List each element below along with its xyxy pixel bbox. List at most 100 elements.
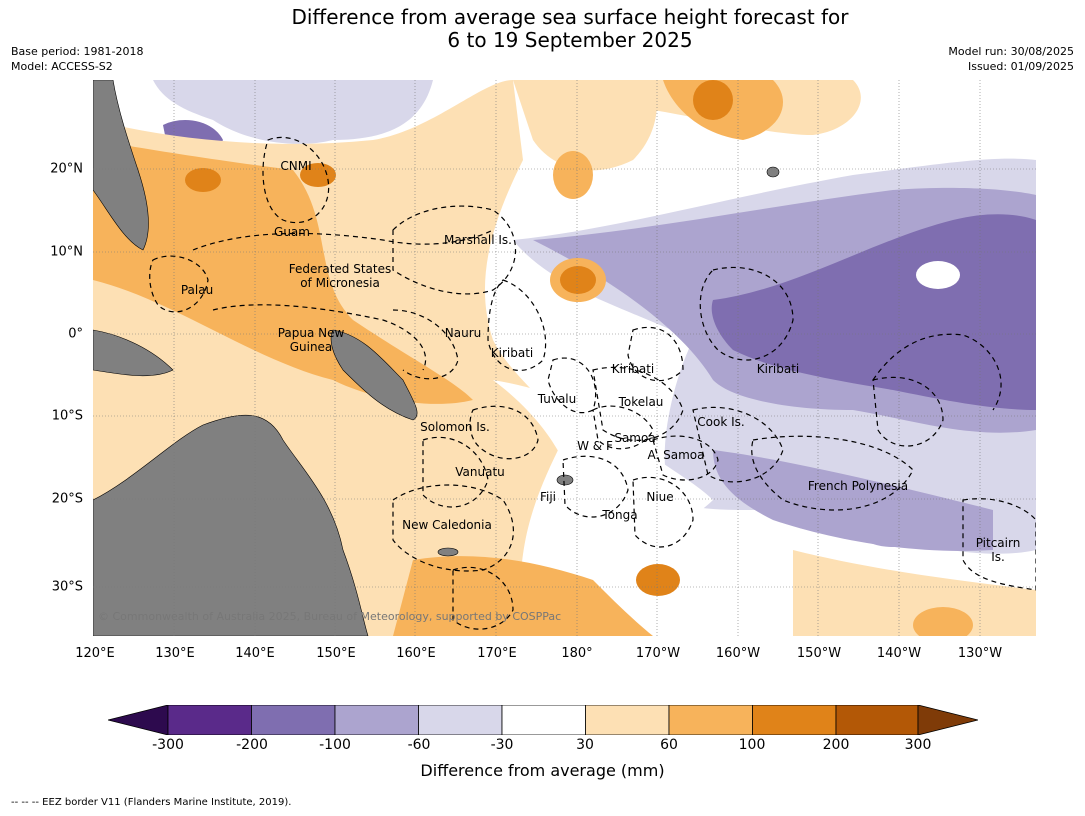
colorbar-bin-5 bbox=[501, 705, 586, 735]
anomaly-white-patch bbox=[916, 261, 960, 289]
region-label-palau: Palau bbox=[180, 283, 214, 297]
anomaly-band-purple-dark bbox=[711, 214, 1036, 410]
region-label-cook: Cook Is. bbox=[697, 415, 745, 429]
meta-left: Base period: 1981-2018 Model: ACCESS-S2 bbox=[11, 44, 143, 74]
map-title: Difference from average sea surface heig… bbox=[0, 6, 1085, 52]
colorbar-bin-1 bbox=[167, 705, 252, 735]
lat-label-10n: 10°N bbox=[50, 244, 83, 260]
colorbar-tick-200: 200 bbox=[822, 737, 850, 753]
lon-label-170w: 170°W bbox=[635, 646, 681, 661]
colorbar bbox=[108, 705, 978, 735]
map-panel: © Commonwealth of Australia 2025, Bureau… bbox=[93, 80, 1036, 636]
anomaly-band-purple-mid-2 bbox=[713, 450, 993, 551]
colorbar-tick-300: 300 bbox=[904, 737, 932, 753]
colorbar-bin-8 bbox=[752, 705, 837, 735]
region-label-cnmi: CNMI bbox=[280, 159, 312, 173]
copyright-notice: © Commonwealth of Australia 2025, Bureau… bbox=[98, 610, 562, 623]
region-label-fsm: Federated States of Micronesia bbox=[288, 262, 392, 290]
eez-footnote: -- -- -- EEZ border V11 (Flanders Marine… bbox=[11, 797, 292, 808]
region-label-guam: Guam bbox=[274, 225, 310, 239]
anomaly-spot-orange-5 bbox=[185, 168, 221, 192]
colorbar-tick-30: 30 bbox=[576, 737, 594, 753]
lon-label-150e: 150°E bbox=[316, 646, 356, 661]
anomaly-band-orange-light-2 bbox=[513, 80, 657, 171]
region-label-french-polynesia: French Polynesia bbox=[807, 479, 909, 493]
colorbar-bin-6 bbox=[585, 705, 670, 735]
title-line2: 6 to 19 September 2025 bbox=[447, 28, 693, 52]
map-canvas bbox=[93, 80, 1036, 636]
philippines-landmass bbox=[93, 80, 149, 251]
anomaly-spot-orange-2 bbox=[560, 266, 596, 294]
eez-borders bbox=[149, 136, 1036, 630]
colorbar-tick-60: 60 bbox=[660, 737, 678, 753]
region-label-kiribati-east: Kiribati bbox=[756, 362, 800, 376]
lon-label-140e: 140°E bbox=[235, 646, 275, 661]
lon-label-120e: 120°E bbox=[75, 646, 115, 661]
anomaly-spot-orange-8 bbox=[913, 607, 973, 636]
region-label-marshall: Marshall Is. bbox=[444, 233, 512, 247]
hawaii-land bbox=[766, 166, 780, 178]
australia-landmass bbox=[93, 414, 369, 636]
colorbar-tick-neg60: -60 bbox=[407, 737, 431, 753]
lon-label-130e: 130°E bbox=[155, 646, 195, 661]
region-label-tonga: Tonga bbox=[602, 508, 638, 522]
lon-label-130w: 130°W bbox=[957, 646, 1003, 661]
region-label-png: Papua New Guinea bbox=[277, 326, 345, 354]
lon-label-160w: 160°W bbox=[715, 646, 761, 661]
region-label-american-samoa: A. Samoa bbox=[647, 448, 705, 462]
colorbar-bin-7 bbox=[668, 705, 753, 735]
anomaly-white-gap bbox=[493, 380, 713, 533]
lat-label-20n: 20°N bbox=[50, 161, 83, 177]
colorbar-bin-2 bbox=[251, 705, 336, 735]
anomaly-band-purple-light-2 bbox=[153, 80, 433, 144]
lon-label-160e: 160°E bbox=[396, 646, 436, 661]
anomaly-spot-orange-7 bbox=[553, 151, 593, 199]
lon-label-150w: 150°W bbox=[796, 646, 842, 661]
colorbar-tick-neg200: -200 bbox=[236, 737, 268, 753]
anomaly-spot-purple-2 bbox=[863, 523, 923, 547]
region-label-tokelau: Tokelau bbox=[618, 395, 664, 409]
anomaly-band-orange-mid bbox=[93, 140, 473, 404]
region-label-wallis-futuna: W & F bbox=[577, 439, 613, 453]
issued-date: Issued: 01/09/2025 bbox=[967, 60, 1074, 73]
fiji-land bbox=[556, 474, 574, 486]
lat-label-30s: 30°S bbox=[51, 579, 83, 595]
region-label-nauru: Nauru bbox=[444, 326, 482, 340]
colorbar-title: Difference from average (mm) bbox=[420, 761, 665, 780]
region-label-vanuatu: Vanuatu bbox=[455, 465, 505, 479]
lat-label-20s: 20°S bbox=[51, 491, 83, 507]
region-label-kiribati-west: Kiribati bbox=[490, 346, 534, 360]
colorbar-tick-neg30: -30 bbox=[490, 737, 514, 753]
colorbar-arrow-high bbox=[917, 705, 978, 735]
colorbar-bin-4 bbox=[418, 705, 503, 735]
png-landmass bbox=[330, 329, 418, 421]
lon-label-180: 180° bbox=[561, 646, 593, 661]
colorbar-tick-neg300: -300 bbox=[152, 737, 184, 753]
colorbar-bin-9 bbox=[835, 705, 919, 735]
anomaly-spot-orange-4 bbox=[693, 80, 733, 120]
anomaly-spot-orange-3 bbox=[636, 564, 680, 596]
new-caledonia-land bbox=[437, 547, 459, 557]
region-label-kiribati-central: Kiribati bbox=[611, 362, 655, 376]
region-label-pitcairn: Pitcairn Is. bbox=[975, 536, 1021, 564]
colorbar-bin-3 bbox=[334, 705, 419, 735]
colorbar-tick-neg100: -100 bbox=[319, 737, 351, 753]
lat-label-0: 0° bbox=[68, 326, 83, 342]
model-name: Model: ACCESS-S2 bbox=[11, 60, 113, 73]
region-label-fiji: Fiji bbox=[539, 490, 557, 504]
region-label-tuvalu: Tuvalu bbox=[537, 392, 577, 406]
anomaly-band-orange-mid-2 bbox=[393, 556, 653, 636]
meta-right: Model run: 30/08/2025 Issued: 01/09/2025 bbox=[948, 44, 1074, 74]
model-run: Model run: 30/08/2025 bbox=[948, 45, 1074, 58]
title-line1: Difference from average sea surface heig… bbox=[291, 5, 849, 29]
region-label-solomon: Solomon Is. bbox=[420, 420, 490, 434]
colorbar-tick-100: 100 bbox=[738, 737, 766, 753]
anomaly-band-orange-light-3 bbox=[793, 550, 1036, 636]
lon-label-140w: 140°W bbox=[876, 646, 922, 661]
lat-label-10s: 10°S bbox=[51, 408, 83, 424]
indonesia-landmass bbox=[93, 329, 174, 377]
region-label-new-caledonia: New Caledonia bbox=[402, 518, 492, 532]
base-period: Base period: 1981-2018 bbox=[11, 45, 144, 58]
colorbar-arrow-low bbox=[108, 705, 169, 735]
region-label-niue: Niue bbox=[646, 490, 674, 504]
